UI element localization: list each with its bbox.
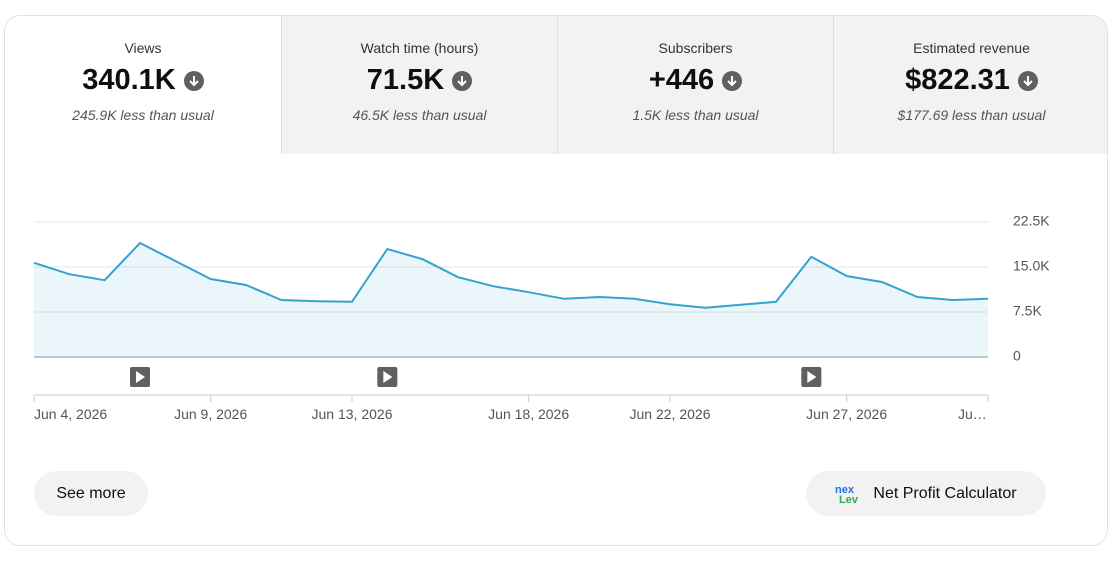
- x-tick-label: Jun 9, 2026: [174, 406, 248, 422]
- metric-label: Subscribers: [658, 40, 733, 56]
- metric-tab[interactable]: Estimated revenue $822.31 $177.69 less tha…: [833, 16, 1107, 154]
- metric-label: Watch time (hours): [360, 40, 479, 56]
- x-tick-label: Jul 1, 2026: [958, 406, 988, 422]
- icon-arrow: [189, 75, 199, 86]
- see-more-button[interactable]: See more: [34, 471, 148, 516]
- y-tick-label: 7.5K: [1013, 303, 1042, 319]
- metric-value: 340.1K: [82, 64, 176, 96]
- metric-tab[interactable]: Subscribers +446 1.5K less than usual: [557, 16, 833, 154]
- play-icon: [383, 371, 393, 383]
- metric-tab[interactable]: Views 340.1K 245.9K less than usual: [5, 16, 281, 154]
- calculator-button[interactable]: nex Lev Net Profit Calculator: [806, 471, 1046, 516]
- svg-text:Lev: Lev: [839, 493, 859, 505]
- svg-text:nex: nex: [835, 483, 855, 495]
- metric-value-row: $822.31: [834, 64, 1107, 97]
- metric-label: Views: [124, 40, 162, 56]
- icon-arrow: [727, 75, 737, 86]
- play-icon: [136, 371, 145, 383]
- x-tick-label: Jun 13, 2026: [311, 406, 393, 422]
- down-icon: [452, 70, 473, 91]
- icon-arrow: [1023, 75, 1033, 86]
- x-tick-label: Jun 27, 2026: [806, 406, 888, 422]
- down-icon: [722, 70, 743, 91]
- metric-change: $177.69 less than usual: [897, 107, 1046, 123]
- down-icon: [1017, 70, 1038, 91]
- metric-value: +446: [648, 64, 715, 96]
- area-fill: [34, 243, 988, 357]
- down-icon: [183, 70, 204, 91]
- y-tick-label: 15.0K: [1013, 258, 1050, 274]
- y-tick-label: 0: [1013, 348, 1021, 364]
- analytics-card: Views 340.1K 245.9K less than usual Watch t…: [4, 15, 1108, 546]
- metric-change: 46.5K less than usual: [352, 107, 487, 123]
- x-tick-label: Jun 18, 2026: [488, 406, 570, 422]
- line: [33, 241, 989, 309]
- metric-value-row: 340.1K: [5, 64, 281, 97]
- metric-change: 1.5K less than usual: [632, 107, 759, 123]
- metric-change: 245.9K less than usual: [72, 107, 214, 123]
- x-tick-label: Jun 4, 2026: [34, 406, 108, 422]
- play-icon: [807, 371, 817, 383]
- metric-value: 71.5K: [366, 64, 445, 96]
- y-tick-label: 22.5K: [1013, 213, 1050, 229]
- metric-tab[interactable]: Watch time (hours) 71.5K 46.5K less than u…: [281, 16, 557, 154]
- x-tick-label: Jun 22, 2026: [629, 406, 711, 422]
- metric-value-row: 71.5K: [282, 64, 557, 97]
- metric-label: Estimated revenue: [913, 40, 1030, 56]
- icon-arrow: [457, 75, 467, 86]
- calculator-label: Net Profit Calculator: [873, 484, 1017, 502]
- metric-value: $822.31: [905, 64, 1010, 96]
- metric-value-row: +446: [558, 64, 833, 97]
